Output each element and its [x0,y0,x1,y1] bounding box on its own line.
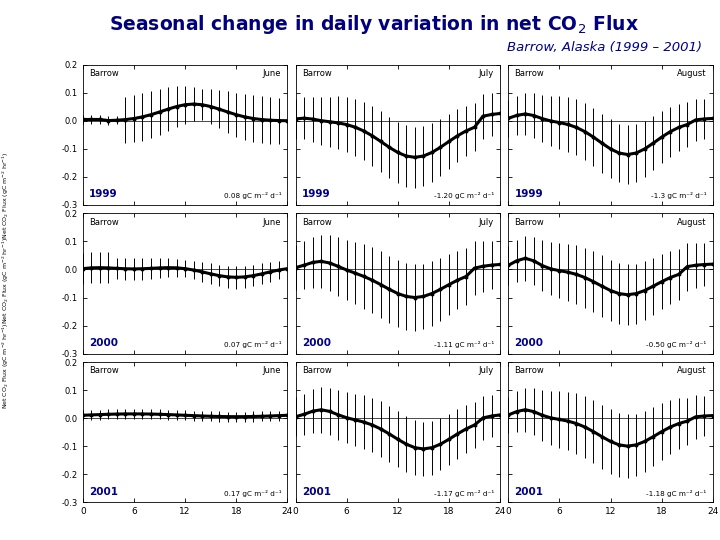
Text: 2000: 2000 [89,338,118,348]
Text: Barrow: Barrow [514,366,544,375]
Text: 1999: 1999 [302,190,330,199]
Text: 2001: 2001 [514,487,544,497]
Text: August: August [678,218,706,227]
Text: Barrow: Barrow [514,69,544,78]
Text: 2001: 2001 [89,487,118,497]
Text: 0.17 gC m⁻² d⁻¹: 0.17 gC m⁻² d⁻¹ [224,490,282,497]
Text: 0.07 gC m⁻² d⁻¹: 0.07 gC m⁻² d⁻¹ [224,341,282,348]
Text: -1.17 gC m⁻² d⁻¹: -1.17 gC m⁻² d⁻¹ [433,490,494,497]
Text: Seasonal change in daily variation in net CO$_2$ Flux: Seasonal change in daily variation in ne… [109,14,639,37]
Text: August: August [678,69,706,78]
Text: June: June [263,366,282,375]
Text: 2001: 2001 [302,487,330,497]
Text: Net CO$_2$ Flux (gC m$^{-2}$ hr$^{-1}$)Net CO$_2$ Flux (gC m$^{-2}$ hr$^{-1}$)Ne: Net CO$_2$ Flux (gC m$^{-2}$ hr$^{-1}$)N… [1,152,11,409]
Text: Barrow: Barrow [302,366,331,375]
Text: Barrow: Barrow [89,218,119,227]
Text: -1.20 gC m⁻² d⁻¹: -1.20 gC m⁻² d⁻¹ [433,192,494,199]
Text: June: June [263,218,282,227]
Text: 1999: 1999 [89,190,117,199]
Text: July: July [479,218,494,227]
Text: -0.50 gC m⁻² d⁻¹: -0.50 gC m⁻² d⁻¹ [647,341,706,348]
Text: Barrow: Barrow [514,218,544,227]
Text: 2000: 2000 [514,338,544,348]
Text: -1.11 gC m⁻² d⁻¹: -1.11 gC m⁻² d⁻¹ [433,341,494,348]
Text: 2000: 2000 [302,338,330,348]
Text: -1.18 gC m⁻² d⁻¹: -1.18 gC m⁻² d⁻¹ [647,490,706,497]
Text: 1999: 1999 [514,190,543,199]
Text: July: July [479,69,494,78]
Text: July: July [479,366,494,375]
Text: 0.08 gC m⁻² d⁻¹: 0.08 gC m⁻² d⁻¹ [224,192,282,199]
Text: -1.3 gC m⁻² d⁻¹: -1.3 gC m⁻² d⁻¹ [651,192,706,199]
Text: Barrow: Barrow [89,366,119,375]
Text: June: June [263,69,282,78]
Text: Barrow, Alaska (1999 – 2001): Barrow, Alaska (1999 – 2001) [508,40,702,53]
Text: Barrow: Barrow [302,69,331,78]
Text: Barrow: Barrow [302,218,331,227]
Text: Barrow: Barrow [89,69,119,78]
Text: August: August [678,366,706,375]
